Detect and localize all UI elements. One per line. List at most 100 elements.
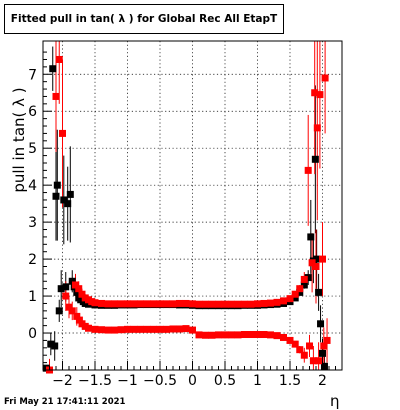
- red-marker: [189, 326, 196, 334]
- black-marker: [49, 65, 57, 73]
- x-tick-label: 2: [318, 373, 327, 389]
- red-marker: [182, 299, 190, 307]
- red-marker: [296, 346, 304, 354]
- y-axis-label-text: pull in tan( λ ): [10, 87, 28, 193]
- plot-frame: [42, 40, 343, 371]
- red-marker: [104, 326, 112, 334]
- axis-ticks: [43, 51, 336, 370]
- red-marker: [73, 312, 81, 320]
- red-marker: [312, 262, 320, 270]
- red-marker: [143, 325, 151, 333]
- x-tick-label: 1.5: [279, 373, 301, 389]
- x-tick-label: −2: [52, 373, 73, 389]
- red-marker: [143, 300, 151, 308]
- y-tick-label: 6: [28, 104, 37, 120]
- red-marker: [311, 89, 319, 97]
- red-marker: [260, 331, 268, 339]
- red-marker: [309, 357, 317, 365]
- black-marker: [53, 181, 61, 189]
- red-marker: [137, 300, 144, 308]
- red-marker: [228, 331, 235, 339]
- black-marker: [64, 200, 72, 208]
- red-marker: [300, 351, 308, 359]
- red-marker: [137, 325, 144, 333]
- red-marker: [130, 300, 138, 308]
- x-axis-label: η: [330, 392, 340, 410]
- red-marker: [163, 300, 170, 308]
- red-marker: [130, 325, 138, 333]
- tick-labels: −2 −1.5 −1 −0.5 0 0.5 1 1.5 2 0 1 2 3 4 5 6 7: [28, 67, 327, 389]
- red-marker: [320, 342, 328, 350]
- x-tick-label: −1.5: [78, 373, 112, 389]
- black-marker: [66, 190, 74, 198]
- red-marker: [247, 331, 255, 339]
- red-marker: [156, 325, 164, 333]
- black-marker: [319, 349, 326, 357]
- red-marker: [254, 331, 261, 339]
- timestamp: Fri May 21 17:41:11 2021: [4, 397, 126, 407]
- red-marker: [234, 300, 242, 308]
- y-axis-label: pull in tan( λ ): [8, 87, 30, 193]
- red-marker: [117, 326, 125, 334]
- red-marker: [241, 300, 248, 308]
- red-marker: [300, 275, 308, 283]
- red-marker: [228, 300, 235, 308]
- x-tick-label: 0: [188, 373, 197, 389]
- y-tick-label: 7: [28, 67, 37, 83]
- error-bars: [49, 41, 328, 370]
- red-marker: [85, 324, 92, 332]
- red-marker: [59, 129, 66, 137]
- x-tick-label: 1: [253, 373, 262, 389]
- black-marker: [51, 342, 59, 350]
- black-marker: [73, 288, 81, 296]
- red-marker: [321, 74, 329, 82]
- black-marker: [291, 294, 299, 302]
- red-marker: [182, 325, 190, 333]
- red-marker: [221, 331, 229, 339]
- red-marker: [104, 300, 112, 308]
- y-tick-label: 0: [28, 326, 37, 342]
- red-marker: [215, 300, 222, 308]
- red-marker: [176, 299, 183, 307]
- red-marker: [91, 325, 99, 333]
- y-tick-label: 3: [28, 215, 37, 231]
- red-marker: [202, 300, 209, 308]
- red-marker: [156, 300, 164, 308]
- red-marker: [306, 342, 313, 350]
- red-marker: [195, 300, 203, 308]
- red-marker: [169, 325, 177, 333]
- red-marker: [75, 285, 83, 293]
- y-tick-label: 5: [28, 141, 37, 157]
- red-marker: [117, 300, 125, 308]
- red-marker: [75, 316, 83, 324]
- red-marker: [323, 336, 331, 344]
- red-marker: [273, 332, 281, 340]
- red-marker: [280, 297, 287, 305]
- chart-title-text: Fitted pull in tan( λ ) for Global Rec A…: [10, 13, 278, 25]
- red-marker: [150, 325, 157, 333]
- red-marker: [267, 331, 274, 339]
- red-marker: [195, 331, 203, 339]
- red-marker: [208, 331, 216, 339]
- black-marker: [62, 283, 70, 291]
- black-marker: [311, 155, 319, 163]
- red-marker: [273, 298, 281, 306]
- red-marker: [124, 300, 131, 308]
- red-marker: [315, 357, 323, 365]
- y-tick-label: 4: [28, 178, 37, 194]
- markers: [42, 55, 331, 374]
- red-marker: [202, 331, 209, 339]
- red-marker: [286, 295, 294, 303]
- red-marker: [124, 325, 131, 333]
- red-marker: [308, 259, 316, 267]
- red-marker: [91, 299, 99, 307]
- black-marker: [315, 288, 323, 296]
- black-marker: [313, 255, 321, 263]
- red-marker: [111, 300, 118, 308]
- red-marker: [150, 300, 157, 308]
- x-tick-label: −0.5: [143, 373, 177, 389]
- red-marker: [72, 281, 79, 289]
- y-tick-label: 2: [28, 252, 37, 268]
- red-marker: [291, 290, 299, 298]
- black-marker: [52, 192, 60, 200]
